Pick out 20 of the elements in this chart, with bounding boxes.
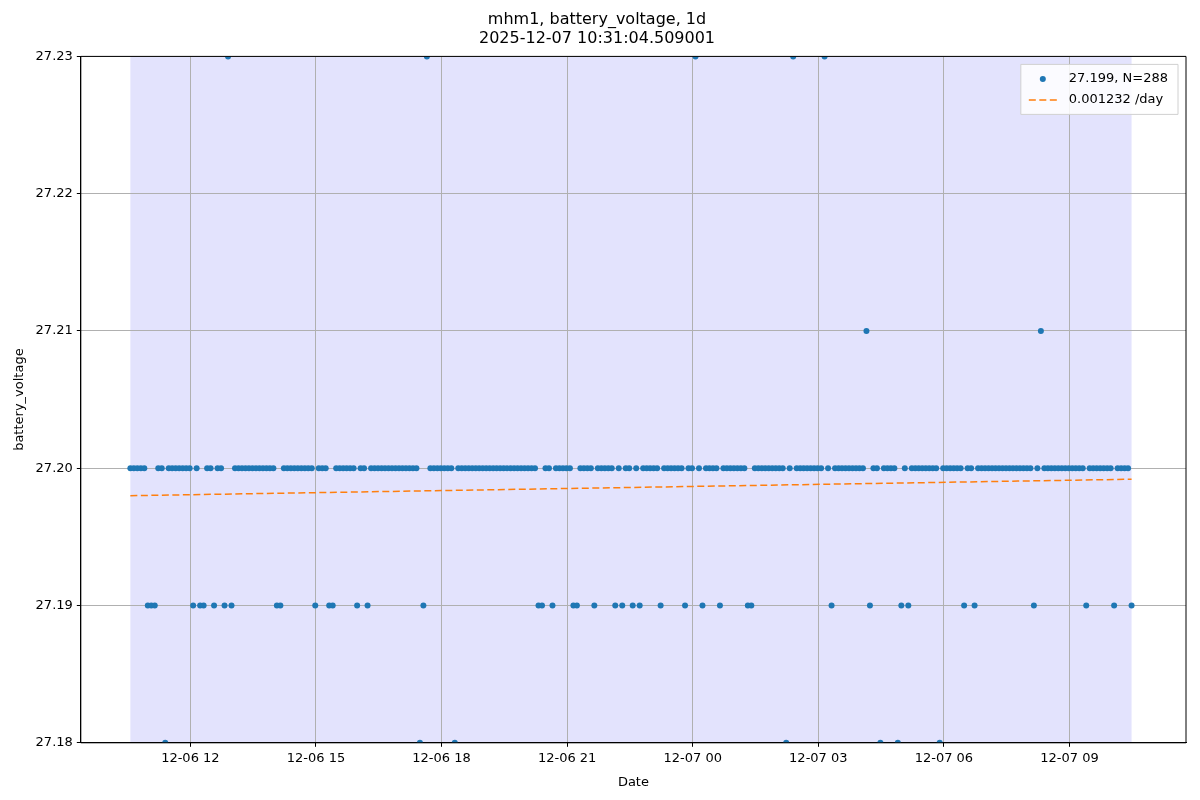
chart-title: mhm1, battery_voltage, 1d — [487, 8, 707, 29]
x-tick-label: 12-07 06 — [914, 749, 974, 765]
x-tick-label: 12-06 21 — [537, 749, 597, 765]
y-tick-label: 27.19 — [35, 596, 73, 612]
y-tick-label: 27.21 — [35, 322, 73, 338]
x-tick-label: 12-07 00 — [663, 749, 722, 765]
y-tick-label: 27.20 — [35, 459, 73, 475]
y-tick-label: 27.22 — [35, 185, 73, 201]
x-tick-label: 12-07 09 — [1040, 749, 1099, 765]
y-tick-label: 27.18 — [35, 734, 73, 750]
x-tick-label: 12-06 18 — [412, 749, 471, 765]
x-tick-label: 12-07 03 — [789, 749, 848, 765]
x-tick-label: 12-06 12 — [161, 749, 220, 765]
legend-label: 27.199, N=288 — [1068, 70, 1169, 86]
chart-subtitle: 2025-12-07 10:31:04.509001 — [478, 27, 716, 47]
x-axis-title: Date — [617, 773, 649, 789]
x-tick-label: 12-06 15 — [286, 749, 346, 765]
legend-label: 0.001232 /day — [1068, 91, 1164, 107]
y-axis-title: battery_voltage — [11, 348, 27, 451]
y-tick-label: 27.23 — [35, 47, 73, 63]
